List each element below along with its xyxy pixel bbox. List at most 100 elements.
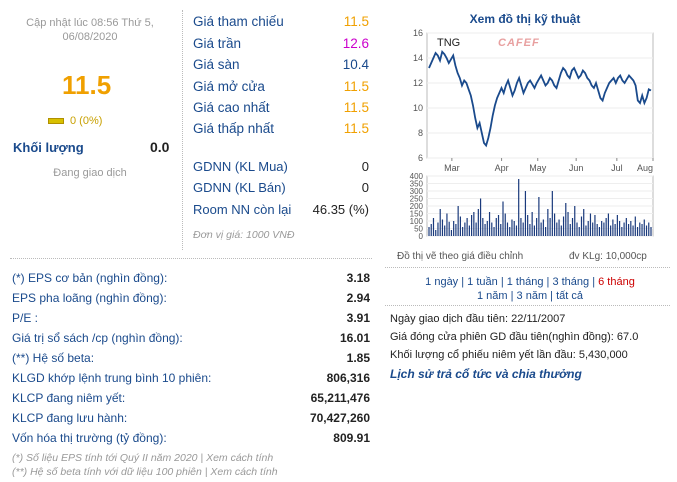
fund-value: 1.85 — [346, 351, 370, 365]
chart-footnote: Đồ thị vẽ theo giá điều chỉnh — [397, 251, 524, 262]
current-price: 11.5 — [62, 70, 112, 100]
beta-note[interactable]: (**) Hệ số beta tính với dữ liệu 100 phi… — [12, 466, 278, 478]
fund-row: KLCP đang lưu hành: 70,427,260 — [12, 411, 370, 431]
range-row-2: 1 năm | 3 năm | tất cả — [476, 290, 584, 302]
volume-tick-label: 100 — [410, 217, 424, 226]
volume-tick-label: 300 — [410, 187, 424, 196]
fund-value: 65,211,476 — [310, 391, 370, 405]
fund-value: 806,316 — [326, 371, 370, 385]
price-value: 10.4 — [342, 57, 369, 72]
volume-value: 0.0 — [150, 139, 170, 155]
cafef-logo: CAFEF — [495, 36, 557, 49]
price-label: Giá mở cửa — [193, 79, 265, 94]
fund-value: 16.01 — [339, 331, 370, 345]
month-label: Jul — [611, 163, 623, 173]
fund-label: Vốn hóa thị trường (tỷ đồng): — [12, 431, 167, 445]
chart-volume-unit: đv KLg: 10,000cp — [569, 251, 647, 262]
price-value: 11.5 — [343, 14, 369, 29]
fund-label: KLGD khớp lệnh trung bình 10 phiên: — [12, 371, 212, 385]
price-row-floor: Giá sàn 10.4 — [193, 57, 369, 77]
fund-label: (*) EPS cơ bản (nghìn đồng): — [12, 271, 168, 285]
price-series-line — [428, 49, 652, 148]
month-label: Apr — [495, 163, 509, 173]
price-change: 0 (0%) — [48, 115, 102, 127]
price-plot-frame — [426, 32, 654, 159]
price-value: 11.5 — [343, 100, 369, 115]
month-label: Mar — [444, 163, 460, 173]
price-tick-label: 12 — [413, 78, 423, 88]
foreign-room-row: Room NN còn lại 46.35 (%) — [193, 202, 369, 217]
fund-row: KLGD khớp lệnh trung bình 10 phiên: 806,3… — [12, 371, 370, 391]
fund-row: Giá trị sổ sách /cp (nghìn đồng): 16.01 — [12, 331, 370, 351]
cafef-logo-text: CAFEF — [498, 37, 540, 49]
month-label: Jun — [569, 163, 584, 173]
range-6-month[interactable]: 6 tháng — [598, 276, 635, 288]
price-row-high: Giá cao nhất 11.5 — [193, 100, 369, 120]
range-1-week[interactable]: 1 tuần — [467, 276, 498, 288]
fund-label: KLCP đang lưu hành: — [12, 411, 128, 425]
chart-ticker: TNG — [437, 37, 460, 49]
volume-tick-label: 400 — [410, 172, 424, 181]
range-all[interactable]: tất cả — [556, 290, 584, 302]
technical-chart[interactable]: 6 8 10 12 14 16 Mar Apr May Jun Jul Aug 05010015020… — [395, 28, 665, 250]
price-row-ceiling: Giá trần 12.6 — [193, 36, 369, 56]
fund-label: (**) Hệ số beta: — [12, 351, 95, 365]
volume-tick-label: 250 — [410, 195, 424, 204]
fund-value: 809.91 — [333, 431, 370, 445]
chart-title[interactable]: Xem đồ thị kỹ thuật — [469, 12, 581, 26]
volume-label: Khối lượng — [13, 140, 84, 155]
fund-label: EPS pha loãng (nghìn đồng): — [12, 291, 167, 305]
first-close-price: Giá đóng cửa phiên GD đầu tiên(nghìn đồn… — [390, 331, 639, 343]
foreign-sell-row: GDNN (KL Bán) 0 — [193, 180, 369, 195]
unit-note: Đơn vị giá: 1000 VNĐ — [193, 229, 295, 241]
fund-value: 3.18 — [346, 271, 370, 285]
range-3-month[interactable]: 3 tháng — [552, 276, 590, 288]
volume-tick-label: 50 — [414, 225, 423, 234]
fund-value: 3.91 — [346, 311, 370, 325]
volume-tick-label: 150 — [410, 210, 424, 219]
volume-tick-label: 0 — [419, 232, 424, 241]
fund-row: KLCP đang niêm yết: 65,211,476 — [12, 391, 370, 411]
divider — [385, 267, 670, 268]
price-label: Giá thấp nhất — [193, 121, 275, 136]
price-tick-label: 14 — [413, 53, 423, 63]
price-value: 11.5 — [343, 79, 369, 94]
foreign-label: GDNN (KL Bán) — [193, 180, 286, 195]
change-bar-icon — [48, 118, 64, 125]
foreign-buy-row: GDNN (KL Mua) 0 — [193, 159, 369, 174]
fund-row: (*) EPS cơ bản (nghìn đồng): 3.18 — [12, 271, 370, 291]
foreign-label: GDNN (KL Mua) — [193, 159, 288, 174]
price-row-open: Giá mở cửa 11.5 — [193, 79, 369, 99]
fund-label: KLCP đang niêm yết: — [12, 391, 126, 405]
price-tick-label: 6 — [418, 153, 423, 163]
foreign-value: 0 — [361, 159, 369, 174]
range-1-day[interactable]: 1 ngày — [425, 276, 459, 288]
price-label: Giá trần — [193, 36, 242, 51]
price-value: 12.6 — [342, 36, 369, 51]
month-label: Aug — [637, 163, 653, 173]
range-1-year[interactable]: 1 năm — [476, 290, 508, 302]
change-value: 0 (0%) — [70, 115, 103, 127]
price-row-low: Giá thấp nhất 11.5 — [193, 121, 369, 141]
fund-row: EPS pha loãng (nghìn đồng): 2.94 — [12, 291, 370, 311]
volume-tick-label: 350 — [410, 180, 424, 189]
foreign-value: 0 — [361, 180, 369, 195]
divider — [182, 10, 183, 250]
fund-value: 70,427,260 — [309, 411, 370, 425]
eps-note[interactable]: (*) Số liệu EPS tính tới Quý II năm 2020… — [12, 452, 274, 464]
price-label: Giá cao nhất — [193, 100, 270, 115]
price-label: Giá tham chiếu — [193, 14, 284, 29]
price-tick-label: 16 — [413, 28, 423, 38]
foreign-value: 46.35 (%) — [312, 202, 369, 217]
price-label: Giá sàn — [193, 57, 240, 72]
trading-status: Đang giao dịch — [53, 167, 127, 179]
month-label: May — [529, 163, 547, 173]
foreign-label: Room NN còn lại — [193, 202, 292, 217]
range-3-year[interactable]: 3 năm — [516, 290, 548, 302]
range-1-month[interactable]: 1 tháng — [506, 276, 544, 288]
dividend-history-link[interactable]: Lịch sử trả cổ tức và chia thưởng — [390, 367, 582, 381]
divider — [385, 305, 670, 306]
volume-tick-label: 200 — [410, 202, 424, 211]
divider — [10, 258, 372, 259]
price-value: 11.5 — [343, 121, 369, 136]
